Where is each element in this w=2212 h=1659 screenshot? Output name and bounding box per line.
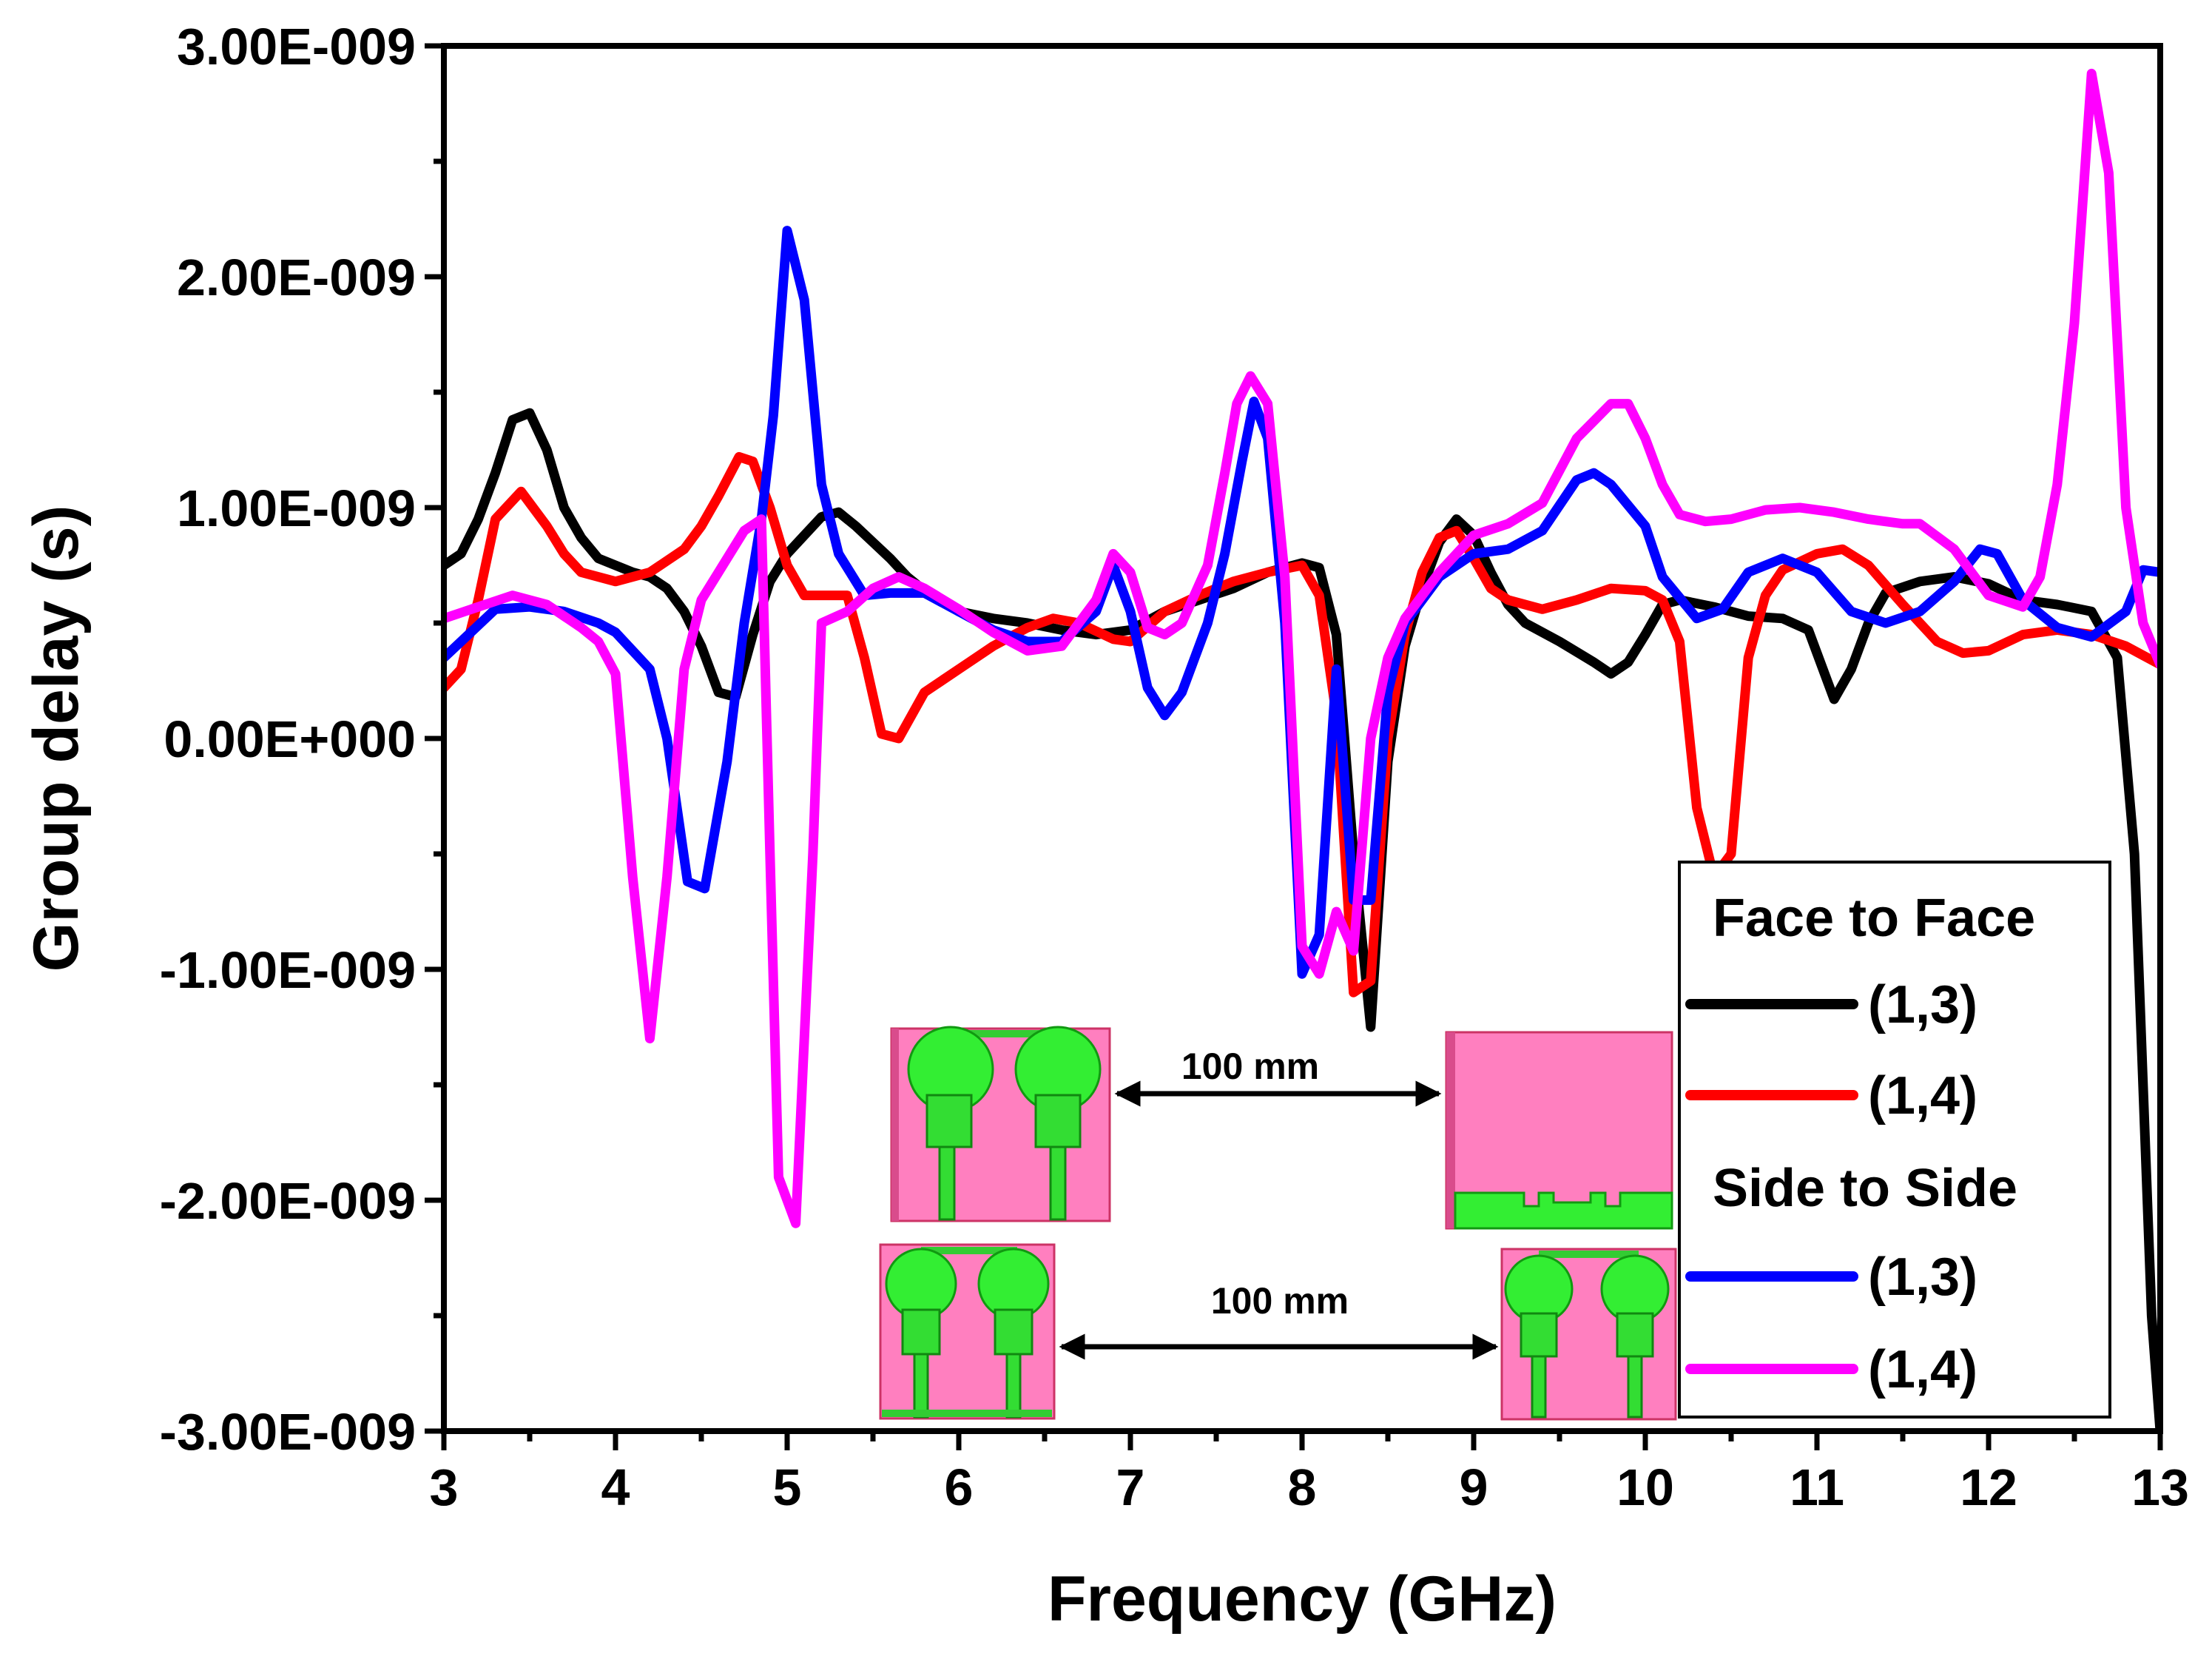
distance-label-top: 100 mm	[1181, 1046, 1319, 1087]
x-axis-title: Frequency (GHz)	[1048, 1564, 1557, 1635]
x-tick-label: 13	[2131, 1458, 2189, 1516]
legend-label-face-1-3: (1,3)	[1868, 975, 1977, 1034]
series-lines	[444, 68, 2160, 1431]
series-line-side-to-side-1-4	[444, 68, 2160, 1228]
x-tick-label: 7	[1116, 1458, 1145, 1516]
y-tick-label: -2.00E-009	[160, 1172, 416, 1230]
x-tick-label: 12	[1960, 1458, 2017, 1516]
legend-group-title-side-to-side: Side to Side	[1713, 1159, 2017, 1218]
distance-label-bottom: 100 mm	[1211, 1280, 1349, 1322]
series-line-side-to-side-1-3	[444, 226, 2160, 979]
legend-box	[1678, 861, 2111, 1419]
x-tick-label: 6	[945, 1458, 974, 1516]
x-tick-label: 11	[1790, 1458, 1844, 1516]
y-tick-label: 0.00E+000	[163, 710, 416, 768]
legend-group-title-face-to-face: Face to Face	[1713, 889, 2035, 948]
x-tick-label: 5	[773, 1458, 802, 1516]
x-tick-label: 3	[430, 1458, 459, 1516]
y-tick-labels: -3.00E-009 -2.00E-009 -1.00E-009 0.00E+000 1…	[160, 18, 416, 1461]
legend-label-face-1-4: (1,4)	[1868, 1066, 1977, 1125]
y-tick-label: 2.00E-009	[177, 249, 416, 306]
plot-frame	[441, 43, 2163, 1434]
y-tick-label: 1.00E-009	[177, 479, 416, 537]
y-tick-label: -1.00E-009	[160, 941, 416, 999]
x-tick-label: 4	[601, 1458, 630, 1516]
legend-label-side-1-4: (1,4)	[1868, 1340, 1977, 1399]
inset-antenna-diagrams: 100 mm 100 mm	[879, 1026, 1677, 1421]
x-tick-label: 10	[1616, 1458, 1674, 1516]
y-tick-label: 3.00E-009	[177, 18, 416, 75]
antenna-board-face-top-right	[1445, 1031, 1673, 1230]
y-axis-title: Group delay (s)	[21, 505, 92, 972]
legend: Face to Face (1,3) (1,4) Side to Side (1…	[1678, 861, 2111, 1419]
y-tick-label: -3.00E-009	[160, 1403, 416, 1461]
x-tick-label: 9	[1460, 1458, 1488, 1516]
series-line-face-to-face-1-4	[444, 451, 2160, 997]
legend-label-side-1-3: (1,3)	[1868, 1248, 1977, 1307]
x-tick-labels: 3 4 5 6 7 8 9 10 11 12 13	[430, 1458, 2189, 1516]
x-tick-label: 8	[1288, 1458, 1317, 1516]
antenna-board-side-bottom-left	[879, 1243, 1056, 1420]
antenna-board-face-top-left	[890, 1026, 1111, 1222]
antenna-board-side-bottom-right	[1500, 1248, 1677, 1421]
